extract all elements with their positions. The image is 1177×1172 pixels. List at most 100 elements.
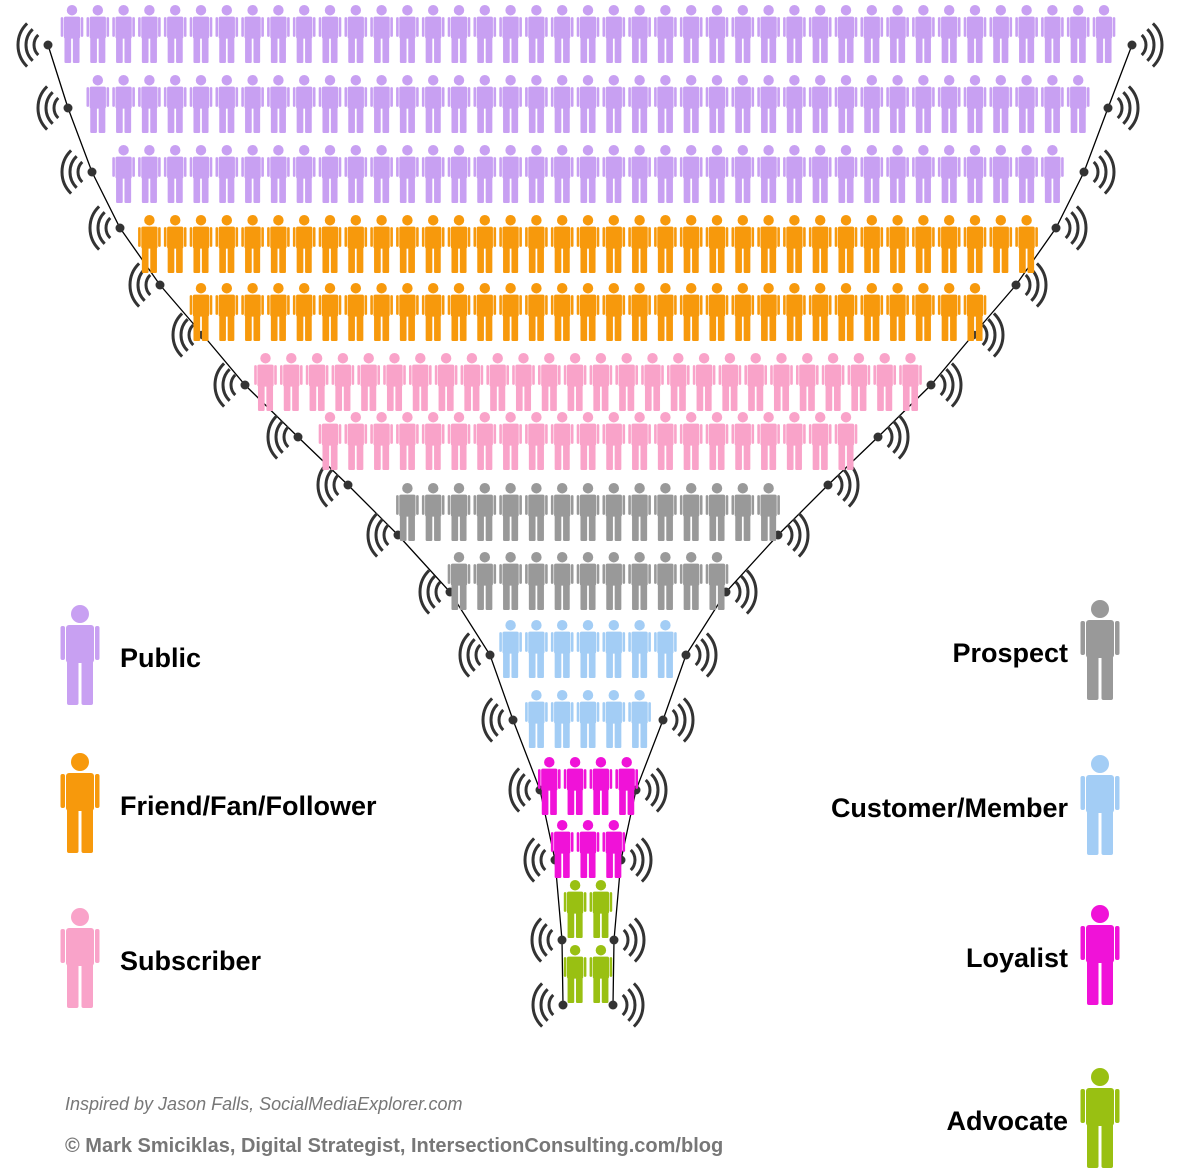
icon-leg — [386, 382, 394, 411]
icon-arm — [770, 365, 773, 385]
icon-leg — [1070, 34, 1078, 63]
icon-leg — [563, 512, 570, 541]
icon-arm — [493, 17, 497, 37]
icon-head — [221, 145, 233, 156]
icon-head — [531, 690, 542, 701]
icon-torso — [941, 226, 958, 249]
icon-head — [66, 5, 78, 16]
icon-head — [350, 75, 362, 86]
icon-head — [737, 483, 749, 494]
icon-leg — [563, 849, 570, 878]
icon-head — [840, 283, 852, 294]
icon-leg — [245, 174, 252, 203]
icon-torso — [915, 86, 932, 109]
people-row — [112, 145, 1064, 203]
icon-torso — [541, 364, 558, 387]
icon-leg — [679, 382, 686, 411]
icon-leg — [950, 244, 957, 273]
icon-arm — [473, 157, 477, 177]
icon-arm — [648, 157, 651, 177]
person-icon — [396, 283, 419, 341]
icon-arm — [963, 17, 967, 37]
icon-leg — [795, 312, 802, 341]
icon-torso — [657, 16, 674, 39]
icon-arm — [344, 87, 348, 107]
icon-torso — [708, 156, 726, 179]
person-icon — [254, 353, 277, 411]
icon-arm — [267, 157, 270, 177]
icon-head — [440, 353, 452, 364]
icon-arm — [731, 424, 735, 444]
person-icon — [654, 283, 677, 341]
signal-arc — [187, 323, 195, 347]
icon-leg — [348, 174, 355, 203]
icon-arm — [467, 424, 471, 444]
icon-arm — [241, 157, 244, 177]
person-icon — [705, 75, 729, 133]
icon-torso — [579, 701, 597, 724]
icon-leg — [627, 382, 635, 411]
person-icon — [396, 483, 419, 541]
icon-arm — [576, 832, 580, 852]
icon-arm — [654, 157, 657, 177]
person-icon — [292, 145, 316, 203]
person-icon — [589, 757, 613, 815]
icon-torso — [579, 226, 597, 249]
icon-leg — [1027, 104, 1035, 133]
icon-arm — [1080, 1089, 1085, 1123]
icon-torso — [683, 226, 700, 249]
wire-dot — [658, 715, 668, 725]
icon-arm — [641, 365, 644, 385]
icon-arm — [589, 769, 593, 789]
person-icon — [783, 412, 806, 470]
icon-leg — [1001, 174, 1009, 203]
icon-arm — [189, 157, 193, 177]
icon-torso — [708, 494, 726, 517]
signal-arc — [786, 523, 794, 547]
icon-leg — [924, 312, 931, 341]
icon-torso — [554, 226, 571, 249]
person-icon — [550, 820, 574, 878]
icon-leg — [116, 34, 123, 63]
icon-leg — [606, 34, 613, 63]
icon-arm — [158, 157, 161, 177]
icon-head — [453, 412, 465, 423]
icon-torso — [1095, 16, 1113, 39]
icon-arm — [622, 157, 626, 177]
person-icon — [163, 215, 187, 273]
wire-dot — [155, 280, 165, 290]
icon-leg — [528, 649, 536, 678]
icon-head — [286, 353, 297, 364]
icon-torso — [760, 294, 777, 317]
icon-arm — [467, 495, 471, 515]
icon-leg — [361, 382, 368, 411]
icon-leg — [808, 382, 815, 411]
signal-arc — [128, 262, 141, 308]
legend-label: Public — [120, 643, 201, 673]
icon-arm — [235, 17, 239, 37]
icon-head — [943, 75, 955, 86]
person-icon — [499, 483, 522, 541]
icon-arm — [499, 227, 502, 247]
signal-arc — [945, 368, 955, 402]
icon-arm — [460, 365, 464, 385]
signal-arc — [24, 28, 34, 62]
icon-head — [324, 145, 336, 156]
icon-leg — [296, 312, 304, 341]
icon-leg — [890, 244, 897, 273]
legend-icon — [1080, 1068, 1120, 1168]
icon-leg — [614, 312, 622, 341]
icon-leg — [975, 34, 983, 63]
signal-arc — [740, 575, 750, 609]
icon-leg — [614, 174, 622, 203]
icon-head — [569, 880, 581, 891]
icon-torso — [708, 16, 726, 39]
icon-arm — [622, 17, 626, 37]
person-icon — [292, 5, 316, 63]
icon-leg — [666, 244, 673, 273]
person-icon — [912, 283, 935, 341]
icon-head — [376, 215, 387, 226]
icon-arm — [880, 295, 884, 315]
icon-leg — [614, 244, 622, 273]
icon-arm — [854, 424, 858, 444]
